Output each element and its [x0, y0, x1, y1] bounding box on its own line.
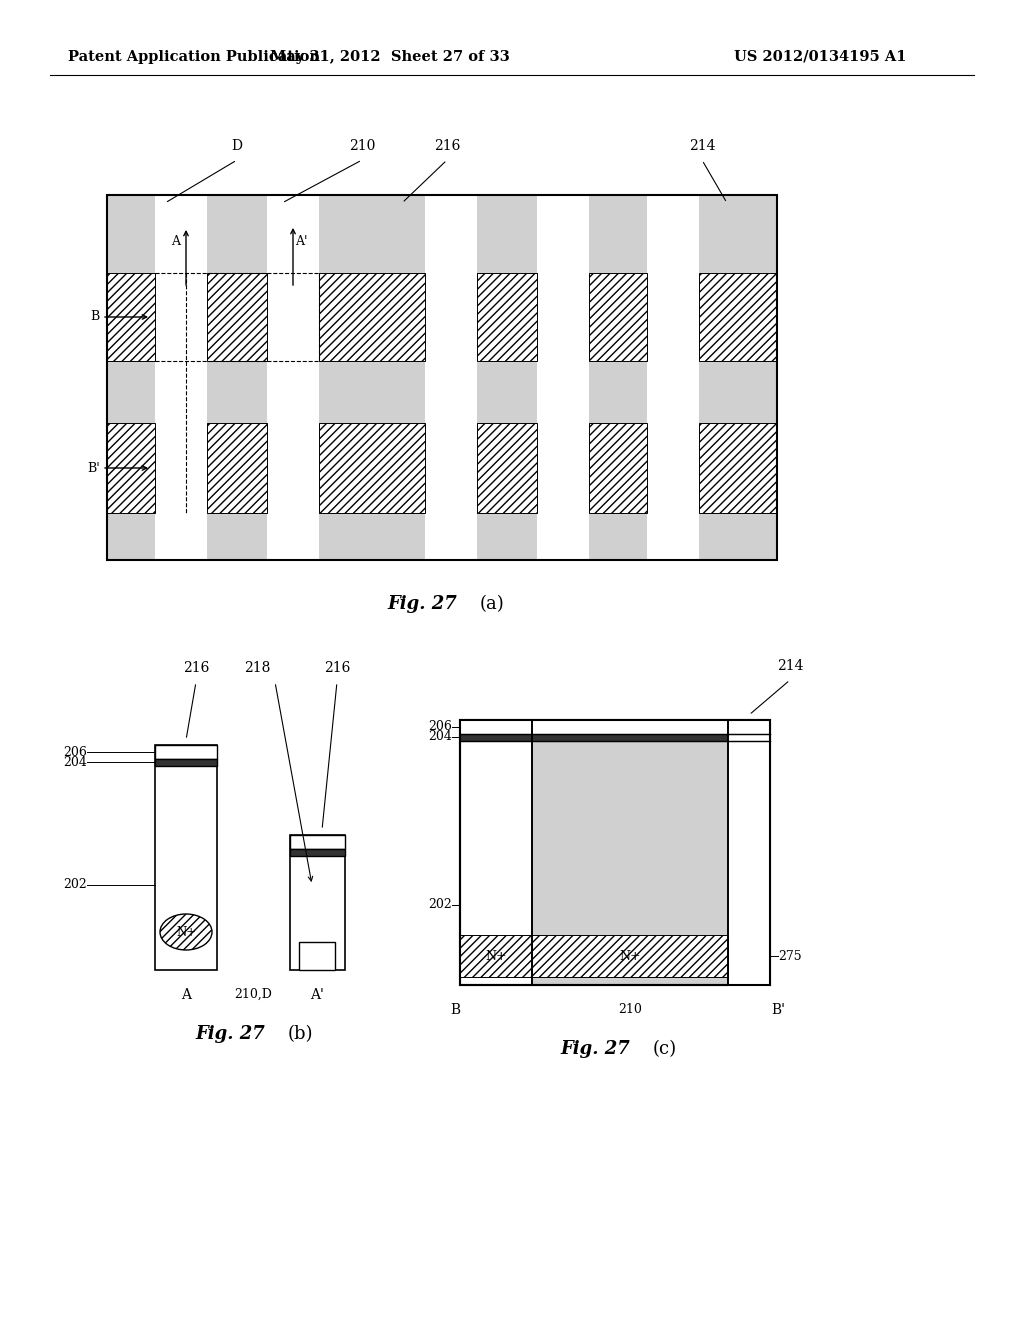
Text: 210,D: 210,D — [234, 987, 272, 1001]
Text: B: B — [91, 310, 100, 323]
Bar — [647, 195, 699, 560]
Bar — [319, 273, 425, 360]
Bar — [699, 422, 777, 513]
Text: 202: 202 — [63, 879, 87, 891]
Bar — [207, 422, 267, 513]
Bar — [460, 719, 532, 985]
Bar — [532, 741, 728, 935]
Text: A: A — [181, 987, 191, 1002]
Text: 216: 216 — [324, 661, 350, 675]
Bar — [589, 422, 647, 513]
Bar — [155, 195, 207, 560]
Text: 204: 204 — [63, 755, 87, 768]
Text: 210: 210 — [618, 1003, 642, 1016]
Bar — [460, 719, 770, 985]
Bar — [207, 273, 267, 360]
Text: US 2012/0134195 A1: US 2012/0134195 A1 — [734, 50, 906, 63]
Ellipse shape — [160, 913, 212, 950]
Bar — [155, 744, 217, 970]
Text: D: D — [231, 139, 243, 153]
Text: 275: 275 — [778, 949, 802, 962]
Text: 202: 202 — [428, 899, 452, 912]
Bar — [728, 842, 770, 983]
Text: May 31, 2012  Sheet 27 of 33: May 31, 2012 Sheet 27 of 33 — [270, 50, 510, 63]
Text: 214: 214 — [689, 139, 715, 153]
Bar — [106, 195, 777, 560]
Bar — [290, 836, 345, 849]
Text: 204: 204 — [428, 730, 452, 743]
Bar — [477, 422, 537, 513]
Bar — [460, 719, 770, 985]
Text: N+: N+ — [620, 949, 641, 962]
Bar — [537, 195, 589, 560]
Bar — [699, 273, 777, 360]
Bar — [290, 849, 345, 855]
Text: B': B' — [87, 462, 100, 474]
Text: A': A' — [295, 235, 307, 248]
Bar — [155, 744, 217, 759]
Text: B: B — [450, 1003, 460, 1016]
Text: A: A — [171, 235, 180, 248]
Text: (b): (b) — [288, 1026, 313, 1043]
Bar — [477, 273, 537, 360]
Bar — [106, 195, 777, 560]
Bar — [425, 195, 477, 560]
Bar — [155, 759, 217, 766]
Text: 214: 214 — [777, 659, 803, 673]
Text: Fig. 27: Fig. 27 — [387, 595, 457, 612]
Text: 206: 206 — [428, 721, 452, 734]
Bar — [460, 734, 770, 741]
Text: 206: 206 — [63, 746, 87, 759]
Bar — [460, 935, 532, 977]
Text: A': A' — [310, 987, 324, 1002]
Text: 218: 218 — [244, 661, 270, 675]
Text: (a): (a) — [480, 595, 505, 612]
Text: 210: 210 — [349, 139, 375, 153]
Bar — [460, 719, 770, 985]
Text: Fig. 27: Fig. 27 — [196, 1026, 265, 1043]
Text: Patent Application Publication: Patent Application Publication — [68, 50, 319, 63]
Bar — [728, 719, 770, 1320]
Bar — [299, 942, 335, 970]
Bar — [589, 273, 647, 360]
Bar — [267, 195, 319, 560]
Text: 216: 216 — [434, 139, 460, 153]
Bar — [532, 935, 728, 977]
Text: 216: 216 — [183, 661, 209, 675]
Text: B': B' — [771, 1003, 785, 1016]
Bar — [106, 422, 155, 513]
Text: N+: N+ — [176, 925, 196, 939]
Bar — [319, 422, 425, 513]
Text: (c): (c) — [653, 1040, 677, 1059]
Text: Fig. 27: Fig. 27 — [560, 1040, 630, 1059]
Bar — [106, 273, 155, 360]
Text: N+: N+ — [485, 949, 507, 962]
Bar — [290, 836, 345, 970]
Bar — [460, 719, 770, 734]
